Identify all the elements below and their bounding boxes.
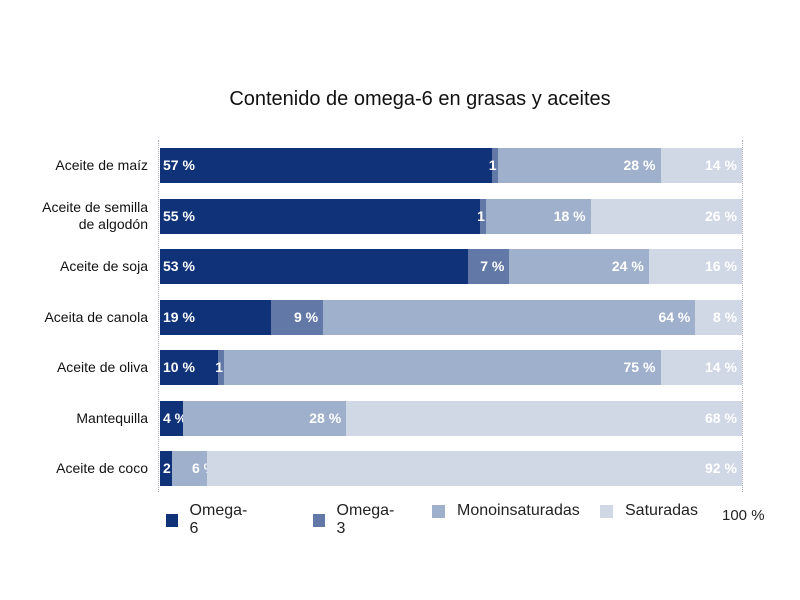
legend-item: Monoinsaturadas: [432, 502, 580, 520]
bar-segment-saturadas: [590, 198, 742, 234]
bar-segment-omega-6: [160, 148, 492, 183]
bar-segment-omega-3: [270, 299, 323, 335]
bar-segment-saturadas: [648, 249, 742, 284]
data-label: 64 %: [658, 308, 691, 325]
axis-start-line: [158, 140, 159, 492]
bar-segment-monoinsaturadas: [322, 299, 696, 335]
bar-segment-omega-6: [160, 198, 481, 234]
axis-end-line: [742, 140, 743, 492]
data-label: 16 %: [705, 258, 737, 274]
legend-swatch: [432, 504, 445, 518]
data-label: 92 %: [705, 460, 737, 476]
data-label: 19 %: [163, 308, 195, 325]
data-label: 10 %: [163, 359, 195, 375]
category-label: Aceite de maíz: [55, 157, 148, 173]
legend-swatch: [166, 513, 178, 527]
category-label: Aceite de oliva: [56, 359, 148, 375]
data-label: 26 %: [705, 207, 737, 224]
data-label: 8 %: [713, 308, 738, 325]
bar-segment-omega-6: [160, 451, 172, 486]
data-label: 4 %: [163, 409, 188, 426]
bar-segment-omega-3: [468, 249, 510, 284]
bar-segment-saturadas: [660, 350, 742, 385]
bar-segment-omega-3: [480, 198, 486, 234]
data-label: 57 %: [163, 157, 195, 173]
bar-segment-saturadas: [660, 148, 742, 183]
data-label: 53 %: [163, 258, 195, 274]
legend-label: Monoinsaturadas: [457, 502, 580, 519]
bar-segment-omega-6: [160, 400, 184, 436]
data-label: 7 %: [480, 258, 505, 274]
bar-segment-monoinsaturadas: [171, 451, 207, 486]
bar-segment-monoinsaturadas: [485, 198, 591, 234]
data-label: 14 %: [705, 359, 737, 375]
legend-item: Omega-3: [313, 502, 396, 538]
legend-label: Saturadas: [625, 502, 698, 519]
data-label: 28 %: [309, 409, 342, 426]
category-label: Aceite de coco: [56, 460, 148, 476]
bar-segment-monoinsaturadas: [509, 249, 649, 284]
bar-segment-monoinsaturadas: [183, 400, 347, 436]
bar-segment-omega-3: [491, 148, 498, 183]
legend-swatch: [600, 504, 613, 518]
data-label: 18 %: [553, 207, 586, 224]
bar-segment-monoinsaturadas: [497, 148, 661, 183]
bar-segment-omega-6: [160, 350, 219, 385]
bar-segment-saturadas: [206, 451, 742, 486]
data-label: 68 %: [705, 409, 737, 426]
bar-segment-omega-6: [160, 299, 271, 335]
category-label: Mantequilla: [76, 409, 148, 426]
axis-end-label: 100 %: [722, 507, 765, 524]
legend-item: Omega-6: [166, 502, 249, 538]
data-label: 55 %: [163, 207, 195, 224]
data-label: 14 %: [705, 157, 737, 173]
legend-label: Omega-3: [336, 502, 395, 537]
chart-title: Contenido de omega-6 en grasas y aceites: [229, 88, 611, 110]
bar-segment-monoinsaturadas: [224, 350, 661, 385]
legend-label: Omega-6: [189, 502, 248, 537]
data-label: 24 %: [611, 258, 644, 274]
data-label: 9 %: [293, 308, 319, 325]
bar-segment-omega-3: [218, 350, 224, 385]
bar-segment-omega-6: [160, 249, 469, 284]
category-label: Aceite de semilla de algodón: [42, 199, 148, 232]
category-label: Aceite de soja: [60, 258, 148, 274]
bar-segment-saturadas: [695, 299, 742, 335]
data-label: 75 %: [623, 359, 656, 375]
legend-swatch: [313, 513, 325, 527]
bar-segment-saturadas: [346, 400, 742, 436]
data-label: 28 %: [623, 157, 656, 173]
legend-item: Saturadas: [600, 502, 698, 520]
category-label: Aceita de canola: [44, 308, 148, 325]
